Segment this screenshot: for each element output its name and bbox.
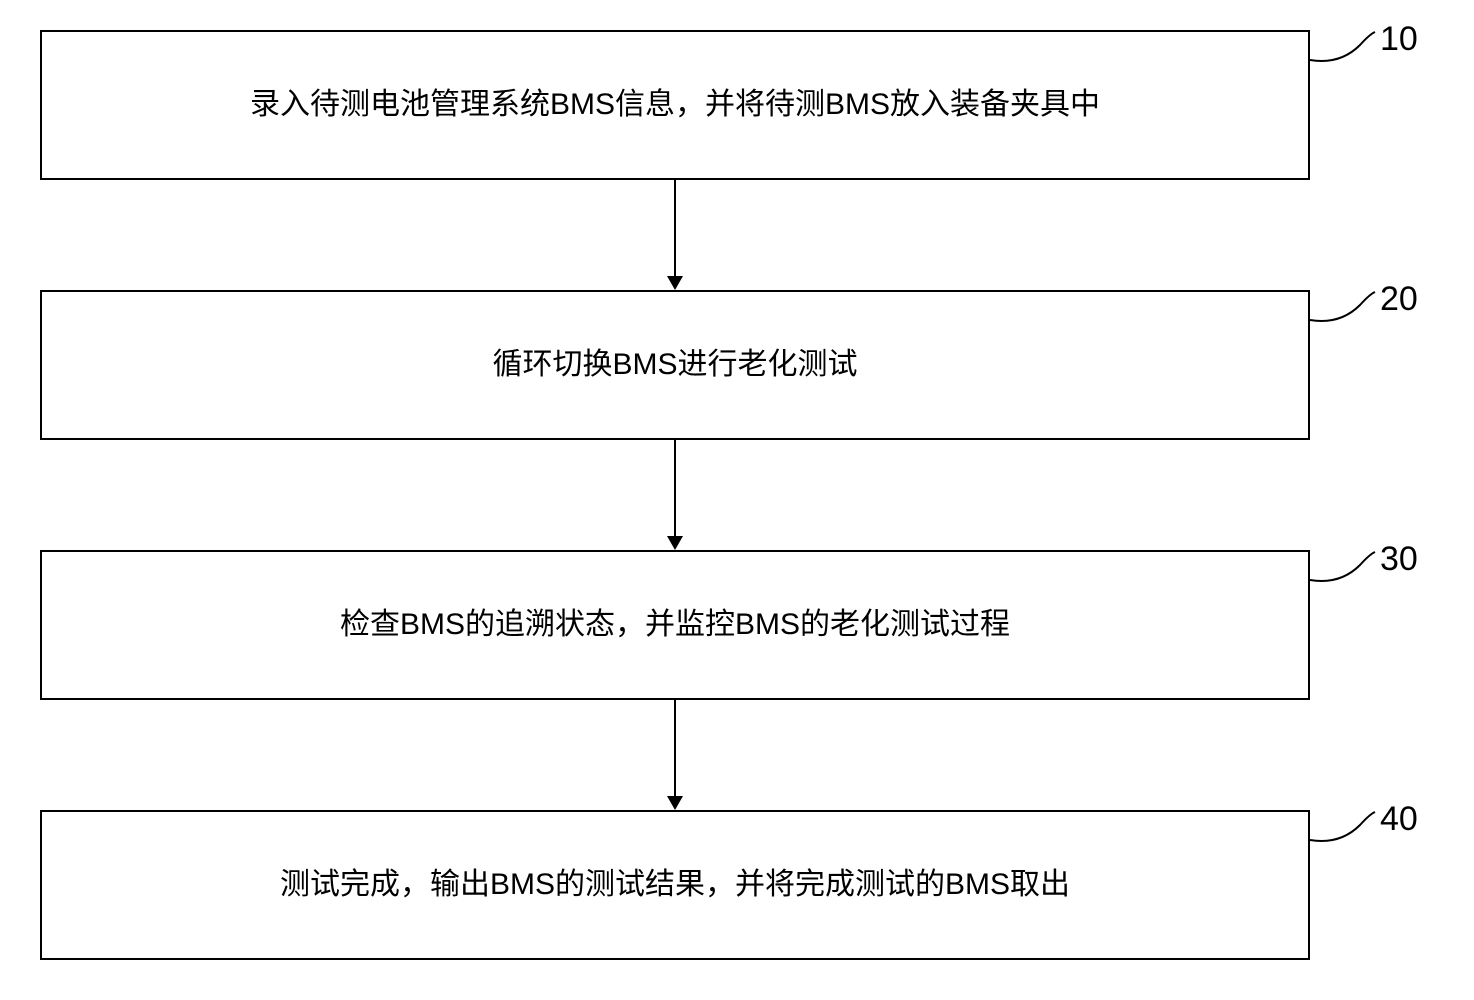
step-box-30: 检查BMS的追溯状态，并监控BMS的老化测试过程: [40, 550, 1310, 700]
arrow-10-20: [667, 276, 683, 290]
step-box-40: 测试完成，输出BMS的测试结果，并将完成测试的BMS取出: [40, 810, 1310, 960]
step-label-10: 10: [1380, 20, 1418, 59]
label-curve-10: [1310, 20, 1380, 70]
label-curve-20: [1310, 280, 1380, 330]
arrow-20-30: [667, 536, 683, 550]
step-label-20: 20: [1380, 280, 1418, 319]
step-box-10: 录入待测电池管理系统BMS信息，并将待测BMS放入装备夹具中: [40, 30, 1310, 180]
step-label-30: 30: [1380, 540, 1418, 579]
step-box-20: 循环切换BMS进行老化测试: [40, 290, 1310, 440]
connector-20-30: [674, 440, 676, 536]
label-curve-40: [1310, 800, 1380, 850]
step-text-10: 录入待测电池管理系统BMS信息，并将待测BMS放入装备夹具中: [250, 84, 1100, 126]
label-curve-30: [1310, 540, 1380, 590]
arrow-30-40: [667, 796, 683, 810]
step-text-30: 检查BMS的追溯状态，并监控BMS的老化测试过程: [340, 604, 1010, 646]
step-text-20: 循环切换BMS进行老化测试: [492, 344, 857, 386]
connector-30-40: [674, 700, 676, 796]
step-label-40: 40: [1380, 800, 1418, 839]
connector-10-20: [674, 180, 676, 276]
flowchart-container: 录入待测电池管理系统BMS信息，并将待测BMS放入装备夹具中 10 循环切换BM…: [0, 0, 1474, 1000]
step-text-40: 测试完成，输出BMS的测试结果，并将完成测试的BMS取出: [280, 864, 1070, 906]
